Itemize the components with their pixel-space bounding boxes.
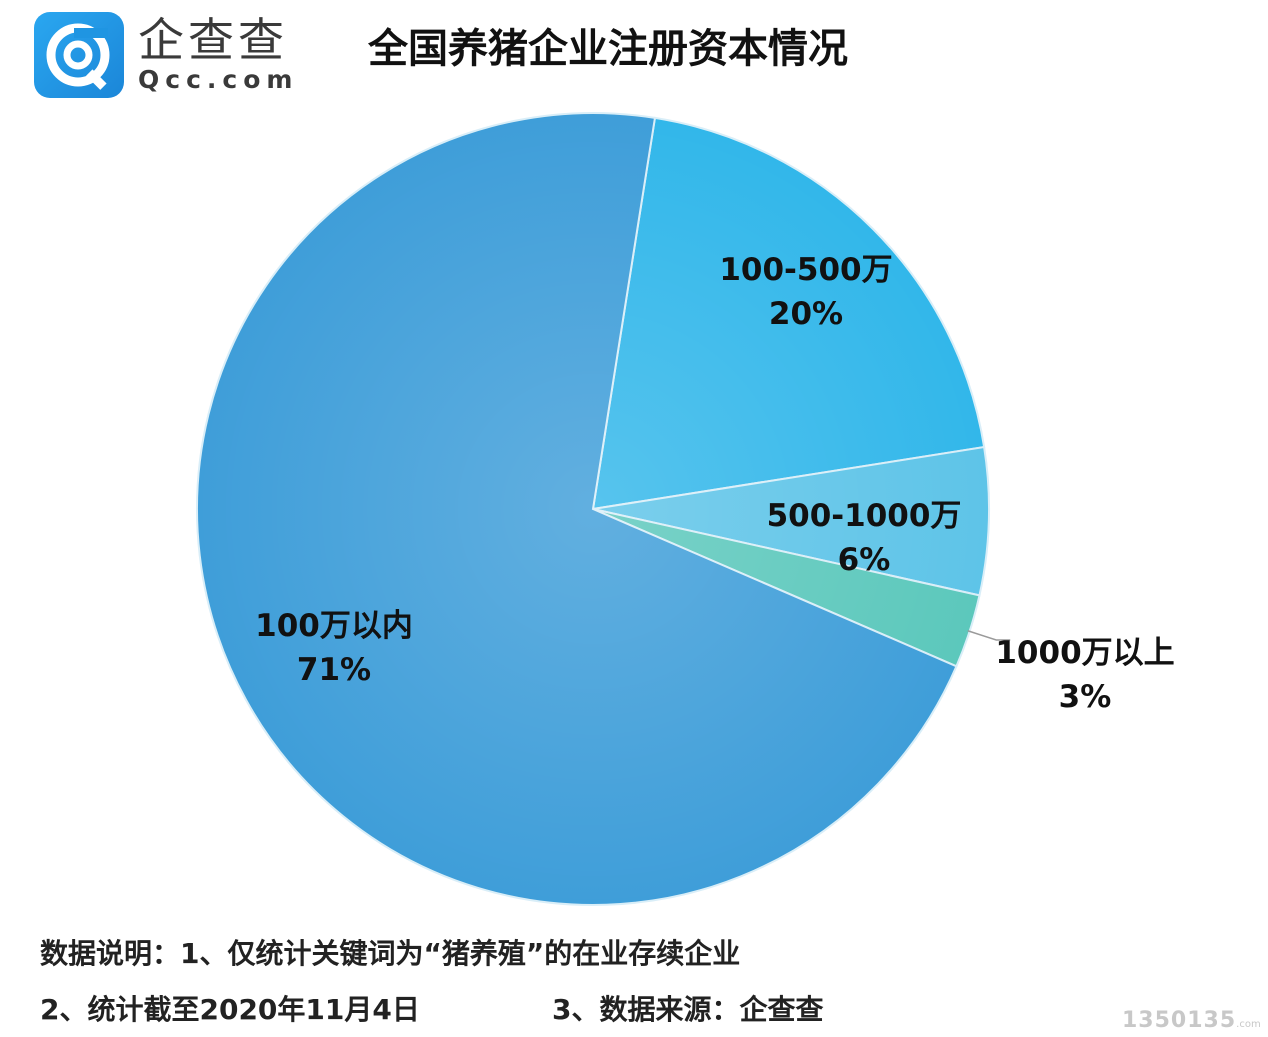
qcc-logo-icon	[34, 12, 124, 98]
slice-value-4: 71%	[297, 652, 371, 688]
slice-value-1: 20%	[769, 296, 843, 332]
data-note-line-1: 数据说明：1、仅统计关键词为“猪养殖”的在业存续企业	[40, 937, 741, 970]
slice-label-1: 100-500万	[719, 252, 892, 288]
watermark-number: 1350135	[1122, 1008, 1237, 1033]
logo-name-en: Qcc.com	[138, 65, 299, 94]
data-note-line-2: 2、统计截至2020年11月4日	[40, 993, 420, 1026]
slice-label-4: 100万以内	[255, 608, 413, 644]
logo-name-cn: 企查查	[138, 13, 288, 67]
data-note-line-3: 3、数据来源：企查查	[552, 993, 824, 1026]
slice-value-3: 3%	[1059, 679, 1112, 715]
chart-title: 全国养猪企业注册资本情况	[368, 26, 848, 72]
watermark: 1350135.com	[1122, 1008, 1261, 1033]
leader-line-slice-3	[967, 630, 1011, 641]
watermark-suffix: .com	[1236, 1019, 1261, 1030]
slice-value-2: 6%	[838, 542, 891, 578]
slice-label-3: 1000万以上	[995, 635, 1174, 671]
logo: 企查查 Qcc.com	[34, 12, 298, 98]
slice-label-2: 500-1000万	[767, 498, 962, 534]
